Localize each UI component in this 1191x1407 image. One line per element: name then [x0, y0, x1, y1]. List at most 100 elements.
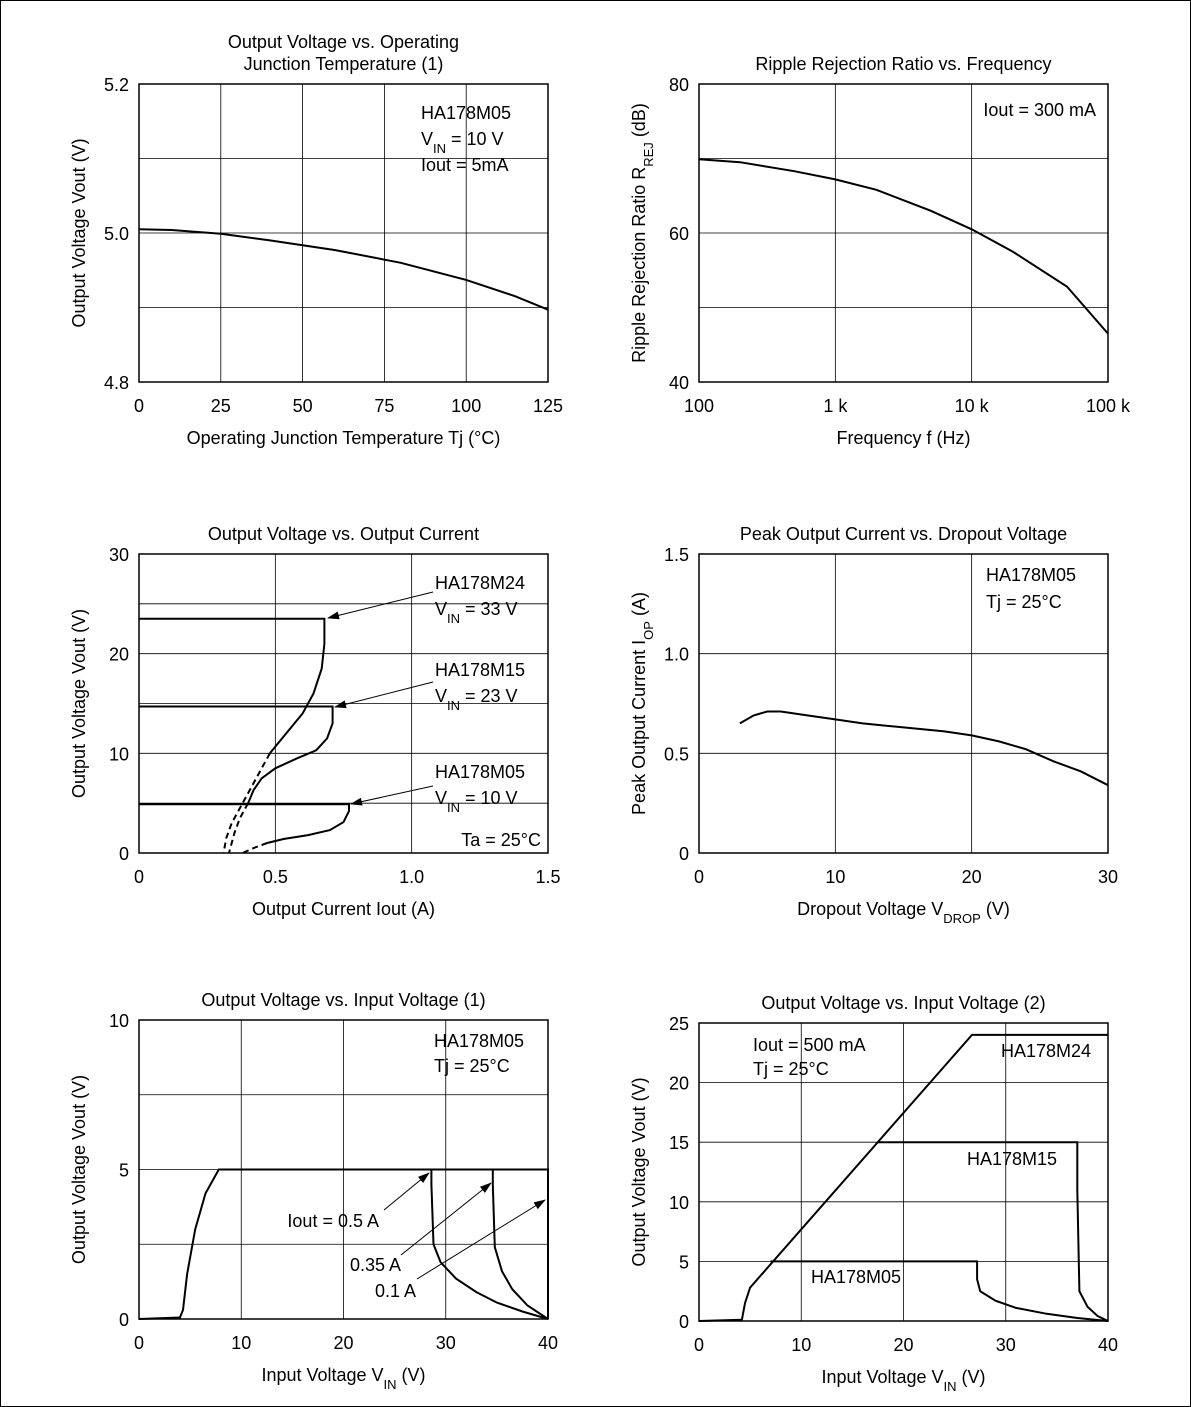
annotation-value: = 10 V [446, 129, 504, 149]
series-line-ha178m15-dashed [228, 802, 249, 854]
chart-4: Peak Output Current vs. Dropout Voltage 0… [629, 524, 1118, 926]
x-tick-label: 10 [231, 1333, 251, 1353]
series-group [698, 158, 1109, 335]
y-tick-label: 80 [669, 75, 689, 95]
annotation-arrow [416, 1199, 546, 1280]
series-line-ha178m15 [877, 1141, 1109, 1322]
chart-2: Ripple Rejection Ratio vs. Frequency 100 1… [629, 54, 1131, 448]
series-group [139, 617, 350, 854]
x-tick-label: 20 [893, 1335, 913, 1355]
annotation-main: V [421, 129, 433, 149]
series-group [739, 710, 1109, 787]
y-tick-label: 0.5 [664, 744, 689, 764]
x-tick-label: 30 [996, 1335, 1016, 1355]
x-tick-label: 125 [533, 396, 563, 416]
x-tick-label: 0 [134, 396, 144, 416]
y-tick-label: 4.8 [104, 373, 129, 393]
x-tick-label: 40 [1098, 1335, 1118, 1355]
annotation: Tj = 25°C [753, 1059, 829, 1079]
series-line-1 [698, 158, 1109, 335]
chart-title-line: Ripple Rejection Ratio vs. Frequency [755, 54, 1051, 74]
y-tick-label: 1.0 [664, 645, 689, 665]
x-tick-label: 100 [451, 396, 481, 416]
annotation-arrow [350, 785, 434, 806]
x-axis-label-sub: IN [384, 1377, 397, 1392]
series-line-ha178m15 [139, 705, 334, 804]
x-axis-label-main: Input Voltage V [261, 1365, 383, 1385]
series-group [698, 1033, 1109, 1322]
x-axis-label: Input Voltage VIN (V) [261, 1365, 425, 1392]
x-tick-label: 20 [962, 867, 982, 887]
x-tick-label: 30 [1098, 867, 1118, 887]
annotation-arrow [334, 681, 434, 709]
chart-5: Output Voltage vs. Input Voltage (1) 0 10 2… [69, 990, 558, 1392]
annotation: Iout = 500 mA [753, 1035, 866, 1055]
annotation: Tj = 25°C [434, 1056, 510, 1076]
series-group [138, 228, 549, 311]
x-tick-label: 1 k [823, 396, 848, 416]
annotation: VIN = 10 V [435, 788, 518, 815]
x-tick-label: 10 [791, 1335, 811, 1355]
x-tick-label: 0 [134, 867, 144, 887]
chart-3: Output Voltage vs. Output Current 0 0.5 1.0… [69, 524, 561, 919]
y-axis-label-sub: OP [641, 621, 656, 640]
y-axis-label: Output Voltage Vout (V) [629, 1077, 649, 1266]
y-tick-label: 5.2 [104, 75, 129, 95]
series-line-ha178m24 [698, 1033, 1108, 1322]
annotation: HA178M15 [435, 660, 525, 680]
chart-title-line: Output Voltage vs. Input Voltage (1) [201, 990, 485, 1010]
annotation-arrow [400, 1182, 492, 1256]
x-axis-label-unit: (V) [981, 899, 1010, 919]
annotation: VIN = 33 V [435, 599, 518, 626]
annotation: Tj = 25°C [986, 592, 1062, 612]
x-axis-label-unit: (V) [957, 1367, 986, 1387]
series-line-1 [739, 710, 1109, 787]
annotation: Iout = 300 mA [983, 100, 1096, 120]
series-line-0-1-a [492, 1168, 549, 1319]
x-tick-label: 0 [694, 867, 704, 887]
plot-frame [138, 83, 549, 383]
y-axis-label-unit: (dB) [629, 103, 649, 142]
series-line-ha178m05 [770, 1260, 1109, 1322]
y-tick-label: 5 [119, 1161, 129, 1181]
x-axis-label-sub: IN [944, 1379, 957, 1394]
annotation: HA178M24 [1001, 1041, 1091, 1061]
x-axis-label-main: Input Voltage V [821, 1367, 943, 1387]
x-axis-label: Dropout Voltage VDROP (V) [797, 899, 1010, 926]
chart-title-line: Output Voltage vs. Output Current [208, 524, 479, 544]
y-tick-label: 0 [679, 1312, 689, 1332]
annotation: HA178M15 [967, 1149, 1057, 1169]
annotation: HA178M05 [435, 762, 525, 782]
annotation-arrow [383, 1172, 430, 1211]
x-axis-label: Output Current Iout (A) [252, 899, 435, 919]
annotation-sub: IN [447, 698, 460, 713]
annotation-sub: IN [447, 800, 460, 815]
x-tick-label: 0 [134, 1333, 144, 1353]
plot-frame [698, 553, 1109, 854]
annotation: HA178M05 [434, 1031, 524, 1051]
y-tick-label: 40 [669, 373, 689, 393]
series-line-ha178m24-dashed [222, 752, 271, 854]
x-tick-label: 10 k [955, 396, 990, 416]
y-tick-label: 20 [109, 645, 129, 665]
x-tick-label: 100 k [1086, 396, 1131, 416]
y-axis-label-unit: (A) [629, 592, 649, 621]
grid [699, 84, 1108, 382]
y-tick-label: 10 [669, 1193, 689, 1213]
x-tick-label: 1.5 [535, 867, 560, 887]
plot-frame [698, 83, 1109, 383]
annotation: HA178M05 [986, 565, 1076, 585]
y-tick-label: 60 [669, 224, 689, 244]
annotation-sub: IN [447, 611, 460, 626]
x-tick-label: 50 [293, 396, 313, 416]
y-tick-label: 15 [669, 1133, 689, 1153]
chart-title-line: Output Voltage vs. Input Voltage (2) [761, 993, 1045, 1013]
annotation: Iout = 0.5 A [287, 1211, 379, 1231]
x-tick-label: 75 [374, 396, 394, 416]
grid [699, 554, 1108, 853]
annotation-sub: IN [433, 141, 446, 156]
x-axis-label: Input Voltage VIN (V) [821, 1367, 985, 1394]
series-line-ha178m05-dashed [242, 842, 268, 854]
